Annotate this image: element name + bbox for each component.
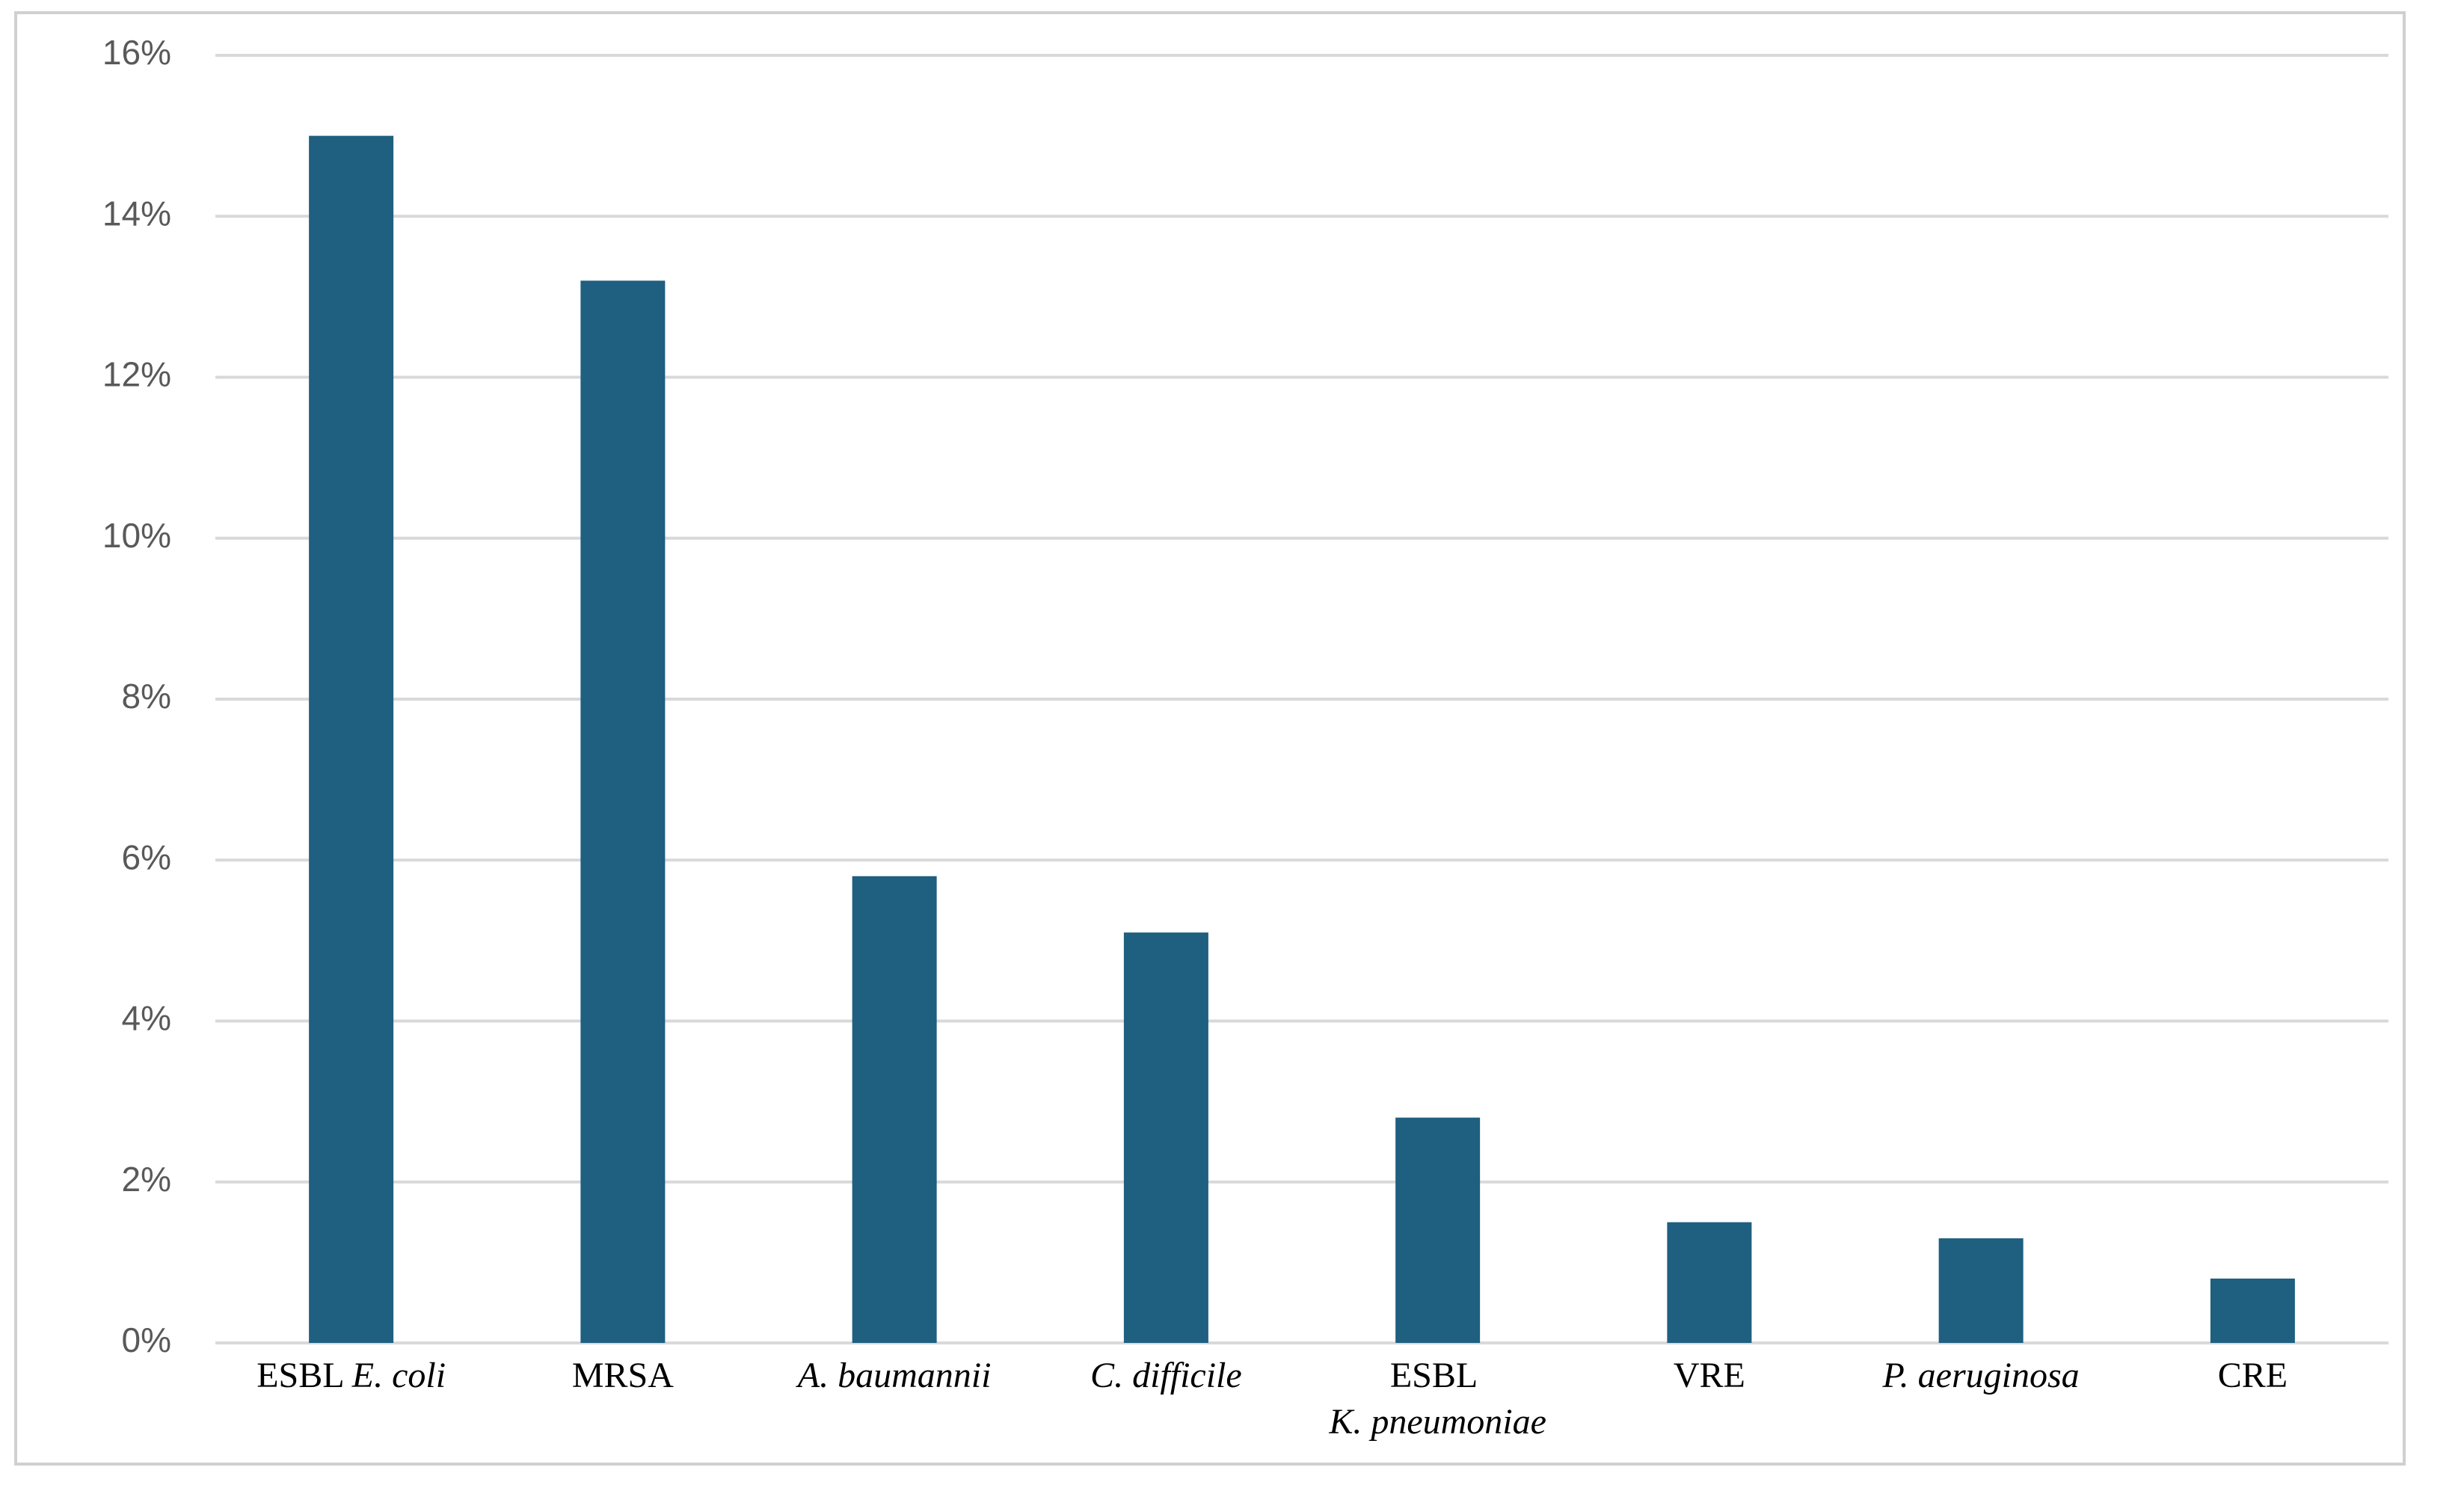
y-tick-label: 14% (102, 194, 171, 233)
y-tick-label: 6% (122, 837, 171, 876)
x-tick-label: ESBL K. pneumoniae (1328, 1356, 1546, 1442)
bar (1667, 1222, 1752, 1343)
bar (2210, 1278, 2295, 1343)
bar (580, 280, 666, 1344)
x-tick-label: MRSA (572, 1356, 674, 1395)
y-tick-label: 12% (102, 355, 171, 394)
bar (309, 135, 394, 1343)
bar (1938, 1238, 2024, 1343)
x-tick-label: ESBL E. coli (256, 1356, 446, 1395)
y-tick-label: 8% (122, 677, 171, 716)
y-tick-label: 4% (122, 999, 171, 1038)
x-tick-label: C. difficile (1090, 1356, 1242, 1395)
y-tick-label: 2% (122, 1160, 171, 1199)
y-tick-label: 0% (122, 1320, 171, 1359)
y-tick-label: 10% (102, 516, 171, 555)
y-tick-label: 16% (102, 33, 171, 72)
bar (1395, 1117, 1481, 1343)
x-tick-label: VRE (1674, 1356, 1745, 1395)
chart-frame (14, 11, 2406, 1466)
x-tick-label: P. aeruginosa (1882, 1356, 2080, 1395)
bar (1123, 932, 1208, 1343)
x-tick-label: CRE (2218, 1356, 2288, 1395)
x-tick-label: A. baumannii (796, 1356, 992, 1395)
bar (852, 876, 937, 1343)
